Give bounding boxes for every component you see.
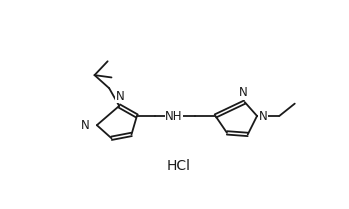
Text: N: N [81,119,90,132]
Text: NH: NH [165,110,183,123]
Text: N: N [259,110,267,123]
Text: N: N [239,86,247,99]
Text: N: N [116,90,124,103]
Text: HCl: HCl [166,159,191,173]
